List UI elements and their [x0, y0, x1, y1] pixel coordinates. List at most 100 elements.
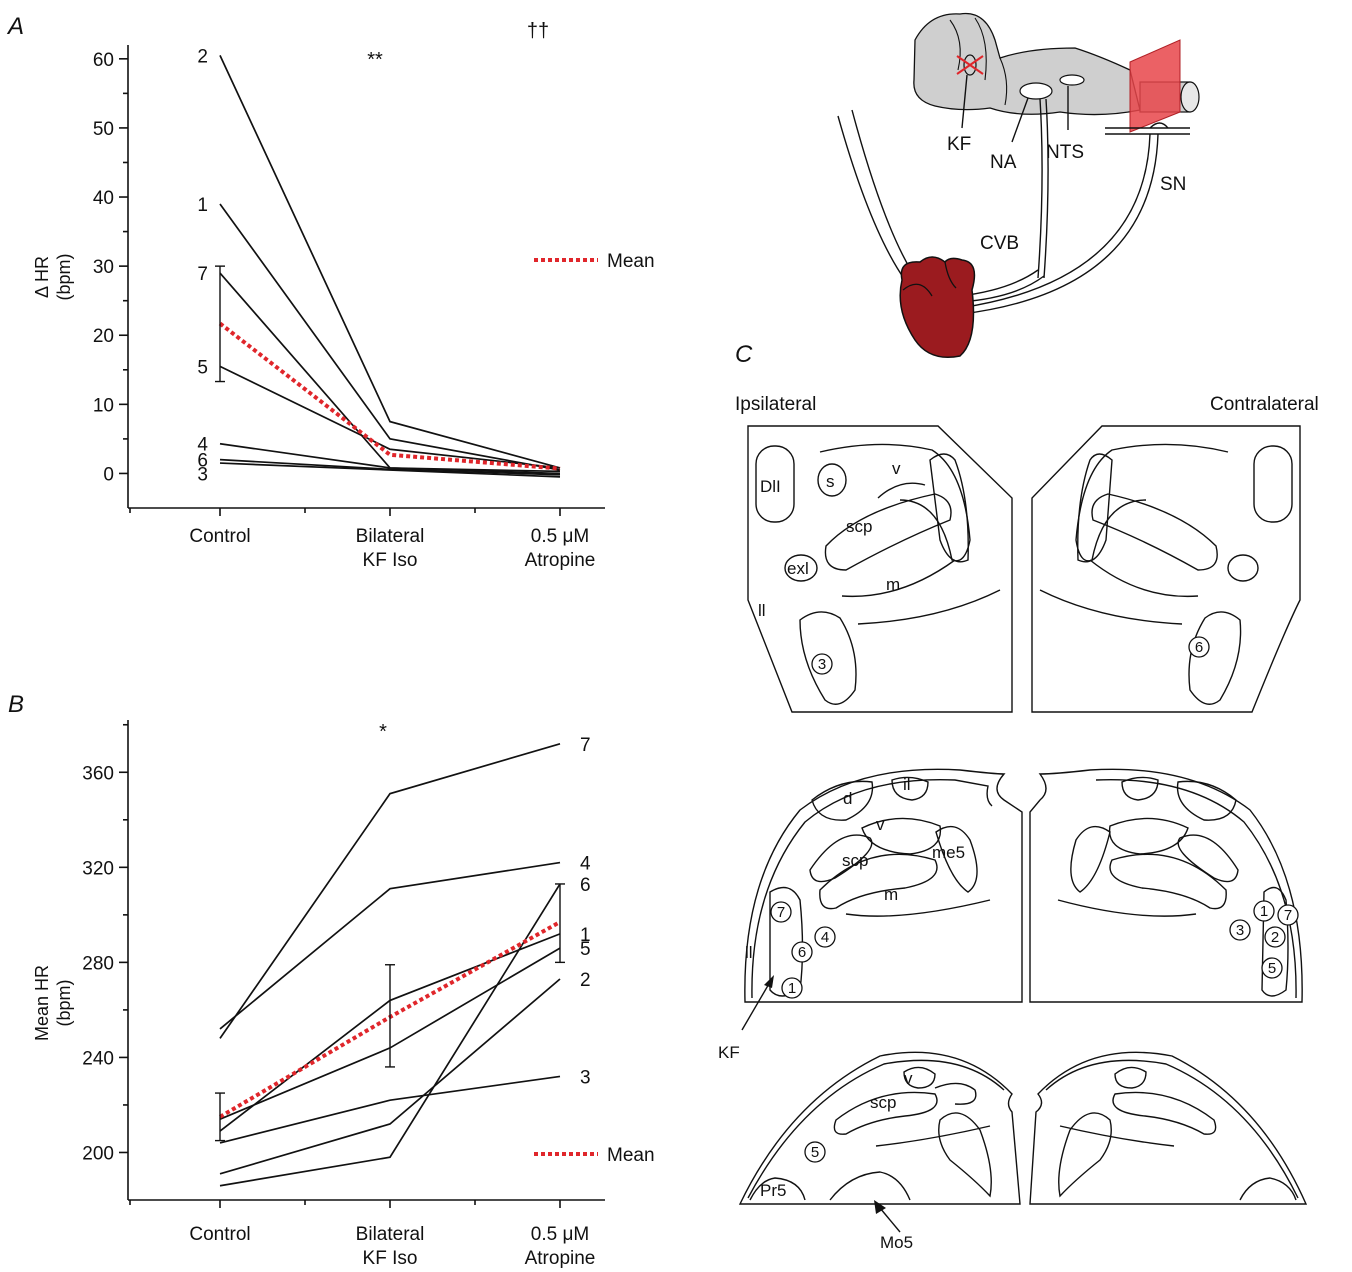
mid-d-label: d — [843, 789, 852, 808]
recording-site-1: 1 — [1253, 900, 1275, 922]
top-exl-label: exl — [787, 559, 809, 578]
panel-b: B 200 240 280 320 360 Control Bilateral KF Iso 0… — [8, 691, 655, 1269]
recording-site-3: 3 — [811, 653, 833, 675]
svg-text:5: 5 — [1268, 960, 1276, 977]
top-v-label: v — [892, 459, 901, 478]
na-leader — [1011, 97, 1029, 143]
sympathetic-nerve — [1105, 127, 1190, 135]
subject-line-3 — [219, 1075, 561, 1144]
label-nts: NTS — [1046, 142, 1084, 163]
mid-il-label: il — [903, 775, 911, 794]
mid-ll-label: ll — [745, 943, 753, 962]
y-tick-label: 200 — [82, 1143, 114, 1164]
category-label: Bilateral KF Iso — [356, 526, 425, 571]
significance-marker: †† — [527, 20, 549, 42]
significance-marker: * — [379, 721, 387, 743]
subject-label-1: 1 — [197, 195, 208, 216]
recording-site-3: 3 — [1229, 919, 1251, 941]
svg-text:5: 5 — [811, 1144, 819, 1161]
panel-letter-a: A — [6, 13, 24, 40]
subject-label-5: 5 — [580, 939, 591, 960]
label-sn: SN — [1160, 174, 1186, 195]
na-oval — [1019, 82, 1053, 100]
legend-mean-label: Mean — [607, 1145, 655, 1166]
top-m-label: m — [886, 575, 900, 594]
sympathetic-ganglion — [1149, 122, 1169, 129]
subject-label-2: 2 — [197, 46, 208, 67]
svg-text:4: 4 — [821, 929, 829, 946]
svg-text:1: 1 — [788, 980, 796, 997]
svg-text:6: 6 — [798, 944, 806, 961]
significance-marker: ** — [367, 49, 383, 71]
y-tick-label: 60 — [93, 50, 114, 71]
subject-line-1 — [219, 203, 561, 471]
recording-site-5: 5 — [804, 1141, 826, 1163]
category-label: Bilateral KF Iso — [356, 1224, 425, 1269]
heart-atria — [902, 261, 957, 297]
subject-label-2: 2 — [580, 970, 591, 991]
recording-site-5: 5 — [1261, 957, 1283, 979]
mo5-arrow-head-icon — [874, 1200, 886, 1214]
y-tick-label: 240 — [82, 1048, 114, 1069]
subject-line-4 — [219, 861, 561, 1030]
section-middle-contralateral — [1029, 768, 1303, 1003]
y-tick-label: 20 — [93, 326, 114, 347]
ipsilateral-label: Ipsilateral — [735, 394, 816, 415]
y-tick-label: 0 — [103, 464, 114, 485]
y-tick-label: 360 — [82, 763, 114, 784]
y-tick-label: 10 — [93, 395, 114, 416]
subject-label-1: 1 — [580, 925, 591, 946]
bot-pr5-label: Pr5 — [760, 1181, 786, 1200]
top-dll-label: DlI — [760, 477, 781, 496]
preparation-schematic: KF NA NTS SN CVB — [837, 12, 1200, 358]
subject-line-2 — [219, 55, 561, 469]
section-top-contralateral — [1031, 425, 1301, 713]
svg-text:6: 6 — [1195, 639, 1203, 656]
recording-site-6: 6 — [791, 941, 813, 963]
subject-label-6: 6 — [197, 451, 208, 472]
mid-v-label: v — [876, 815, 885, 834]
section-bottom-contralateral — [1029, 1051, 1308, 1205]
y-axis-title: Δ HR (bpm) — [32, 253, 74, 300]
kf-lesion-cross-icon — [956, 55, 984, 75]
svg-text:2: 2 — [1271, 929, 1279, 946]
cerebellum-fold — [949, 17, 1008, 106]
perfusion-cannula — [837, 109, 913, 281]
mid-scp-label: scp — [842, 851, 868, 870]
svg-text:3: 3 — [1236, 922, 1244, 939]
recording-site-4: 4 — [814, 926, 836, 948]
subject-label-4: 4 — [580, 854, 591, 875]
panel-c: C Ipsilateral Contralateral DlI s v scp … — [718, 341, 1319, 1252]
subject-label-5: 5 — [197, 357, 208, 378]
nts-oval — [1059, 74, 1085, 86]
category-label: Control — [189, 526, 250, 547]
section-middle-ipsilateral: d il v scp me5 m ll KF — [718, 768, 1023, 1062]
bot-scp-label: scp — [870, 1093, 896, 1112]
subject-line-2 — [219, 978, 561, 1175]
subject-label-7: 7 — [197, 264, 208, 285]
category-label: 0.5 μM Atropine — [525, 1224, 596, 1269]
subject-line-7 — [219, 272, 561, 475]
kf-arrow-head-icon — [764, 975, 774, 988]
recording-site-1: 1 — [781, 977, 803, 999]
subject-line-3 — [219, 462, 561, 478]
top-ll-label: ll — [758, 601, 766, 620]
svg-text:3: 3 — [818, 656, 826, 673]
recording-site-7: 7 — [1277, 904, 1299, 926]
subject-line-5 — [219, 365, 561, 469]
sn-to-heart — [959, 133, 1159, 315]
subject-label-6: 6 — [580, 875, 591, 896]
label-na: NA — [990, 152, 1017, 173]
transection-plane — [1129, 39, 1181, 133]
mid-me5-label: me5 — [932, 843, 965, 862]
panel-a: A 0 10 20 30 40 50 60 Control Bilateral KF Iso 0.5… — [6, 13, 655, 571]
y-axis-title: Mean HR (bpm) — [32, 965, 74, 1041]
kf-leader — [961, 74, 968, 129]
svg-text:7: 7 — [1284, 907, 1292, 924]
section-top-ipsilateral: DlI s v scp exl m ll — [747, 425, 1013, 713]
bot-mo5-label: Mo5 — [880, 1233, 913, 1252]
subject-label-3: 3 — [197, 465, 208, 486]
cervical-vagus — [1037, 98, 1049, 279]
y-tick-label: 40 — [93, 188, 114, 209]
